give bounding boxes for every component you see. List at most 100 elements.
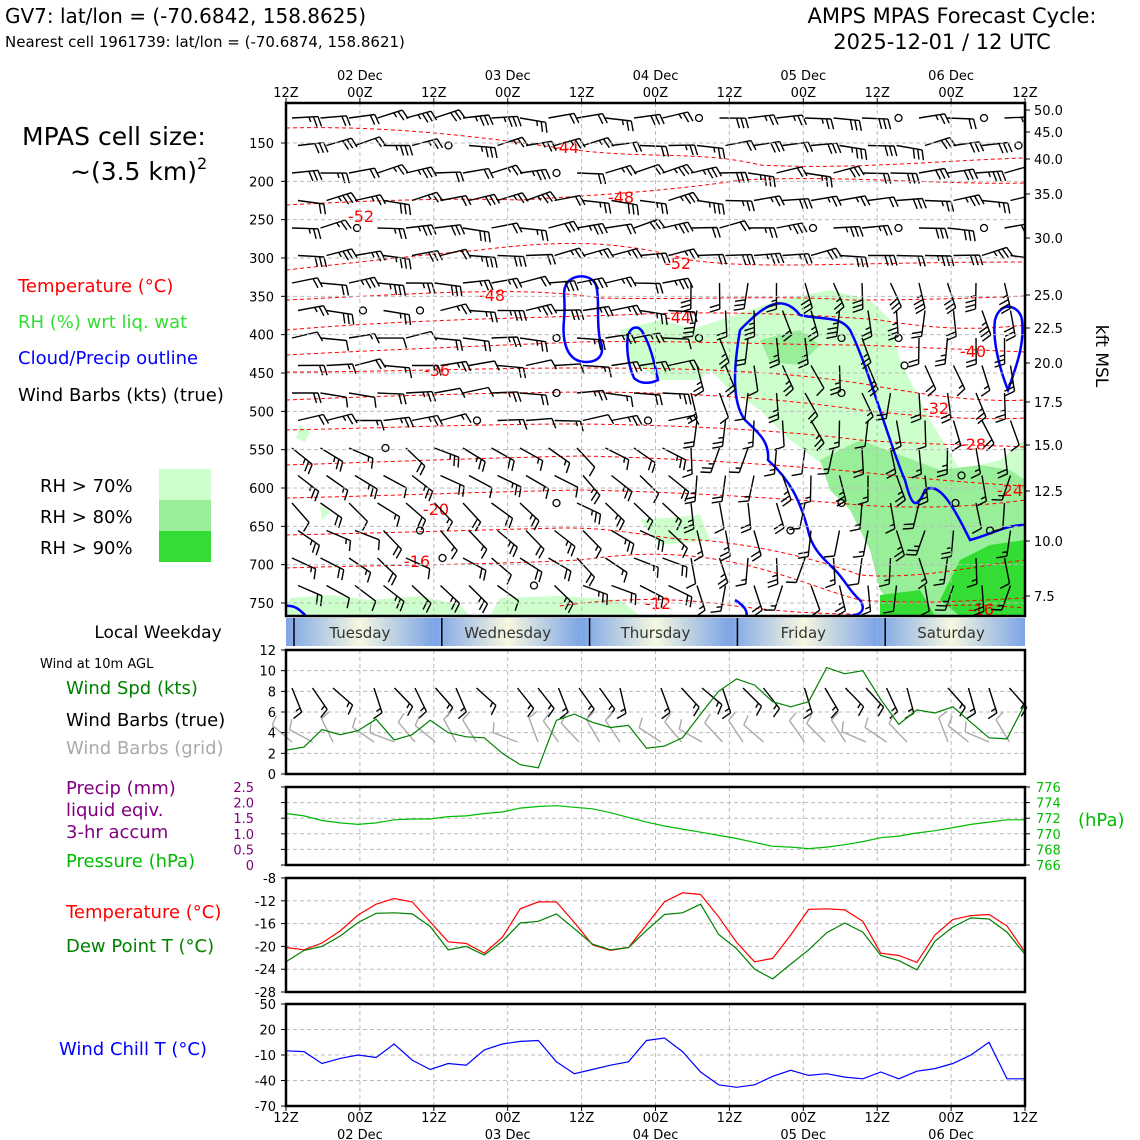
height-tick-label: 25.0 <box>1034 289 1063 304</box>
wind-barb <box>455 687 467 720</box>
wind-barb <box>411 191 444 203</box>
wind-barb <box>718 337 730 370</box>
wind-barb <box>491 164 523 176</box>
wind-barb <box>781 365 794 397</box>
legend-rh80: RH > 80% <box>40 507 133 528</box>
height-tick-label: 50.0 <box>1034 104 1063 119</box>
wind-barb <box>377 282 407 296</box>
wind-barb <box>297 305 330 317</box>
legend-rh70: RH > 70% <box>40 476 133 497</box>
wind-barb <box>434 387 466 398</box>
wind-barb <box>940 530 955 560</box>
wind-barb <box>714 502 725 534</box>
wind-barb <box>373 687 383 720</box>
wind-barb <box>320 392 349 408</box>
pressure-tick-label: 550 <box>249 444 274 459</box>
wind-barb <box>468 585 489 614</box>
wind-barb <box>633 557 659 578</box>
dewpoint-line <box>285 903 1026 980</box>
wind-barb <box>633 218 666 232</box>
wind-barb <box>377 163 409 175</box>
calm-marker <box>894 223 903 233</box>
wind-barb <box>639 309 668 325</box>
wind-barb <box>383 144 414 156</box>
precip-tick-label: 0 <box>246 859 254 874</box>
calm-marker <box>979 113 989 123</box>
wind-barb <box>462 557 487 581</box>
top-hour-label: 12Z <box>1012 86 1038 101</box>
wind-barb <box>764 447 778 477</box>
wind-barb <box>576 277 609 290</box>
calm-marker <box>694 113 704 123</box>
wind-barb <box>297 474 320 502</box>
wind-barb <box>867 365 879 397</box>
wind-barb <box>291 331 324 342</box>
top-hour-label: 00Z <box>791 86 817 101</box>
wind-barb <box>525 253 557 265</box>
top-hour-label: 12Z <box>864 86 890 101</box>
wind-barb <box>639 529 665 552</box>
height-tick-label: 17.5 <box>1034 396 1063 411</box>
wind-barb <box>773 502 785 535</box>
wind-barb <box>468 309 498 323</box>
wind-barb <box>734 392 749 422</box>
pressure-tick-label: 772 <box>1036 812 1061 827</box>
wind-barb <box>709 282 721 313</box>
wind-barb <box>1010 196 1025 202</box>
wind-barb <box>525 530 545 559</box>
wind-barb <box>297 529 321 556</box>
wind-barb <box>611 199 640 216</box>
wind-barb <box>668 474 690 502</box>
svg-text:-48: -48 <box>608 188 634 207</box>
wind-barb <box>582 475 601 505</box>
wind-barb <box>548 280 579 292</box>
wind-barb <box>291 687 303 720</box>
wind-barb <box>369 722 395 743</box>
wind-barb <box>440 474 465 497</box>
wind-barb <box>291 502 310 532</box>
wind-barb <box>696 199 725 215</box>
wind-barb <box>662 111 694 123</box>
wind-barb <box>682 310 698 339</box>
svg-text:-20: -20 <box>423 500 449 519</box>
wind-barb <box>633 332 666 344</box>
wind-barb <box>383 254 412 270</box>
top-date-label: 05 Dec <box>780 69 826 84</box>
wind-barb <box>776 222 808 235</box>
calm-marker <box>900 361 909 370</box>
wind-barb <box>728 447 749 474</box>
wind-barb <box>297 364 328 376</box>
wind-barb <box>405 110 438 123</box>
wind-barb <box>973 585 985 616</box>
wind-barb <box>348 113 380 125</box>
wind-barb <box>326 529 352 552</box>
bottom-hour-label: 00Z <box>791 1111 817 1126</box>
wind-barb <box>834 585 847 616</box>
y-tick-label: -10 <box>255 1049 276 1064</box>
wind-barb <box>468 530 488 559</box>
top-time-axis: 12Z 00Z 12Z 00Z 12Z 00Z 12Z 00Z 12Z 00Z 12Z 02 Dec 0… <box>273 69 1038 103</box>
calm-marker <box>808 223 818 233</box>
wind-barb <box>810 195 842 207</box>
weekday-cell <box>877 618 1025 646</box>
wind-barbs-true-label: Wind Barbs (true) <box>66 710 225 731</box>
wind-barb <box>491 222 523 234</box>
height-tick-label: 35.0 <box>1034 188 1063 203</box>
wind-barb <box>476 687 497 716</box>
wind-barb <box>888 713 908 743</box>
wind-barb <box>725 139 757 152</box>
wind-barb <box>462 711 478 743</box>
weekday-name: Wednesday <box>464 624 551 642</box>
wind-barb <box>825 557 836 589</box>
pressure-tick-label: 774 <box>1036 797 1061 812</box>
wind-barb <box>833 117 863 132</box>
wind-barb <box>902 502 920 530</box>
wind-barb <box>810 247 843 260</box>
calm-marker <box>951 498 960 508</box>
y-tick-label: 4 <box>268 727 276 742</box>
rh80-swatch <box>159 500 211 531</box>
wind-barb <box>462 386 495 397</box>
wind-barb <box>683 420 698 449</box>
wind-barb <box>839 254 869 268</box>
wind-barb <box>719 171 750 183</box>
